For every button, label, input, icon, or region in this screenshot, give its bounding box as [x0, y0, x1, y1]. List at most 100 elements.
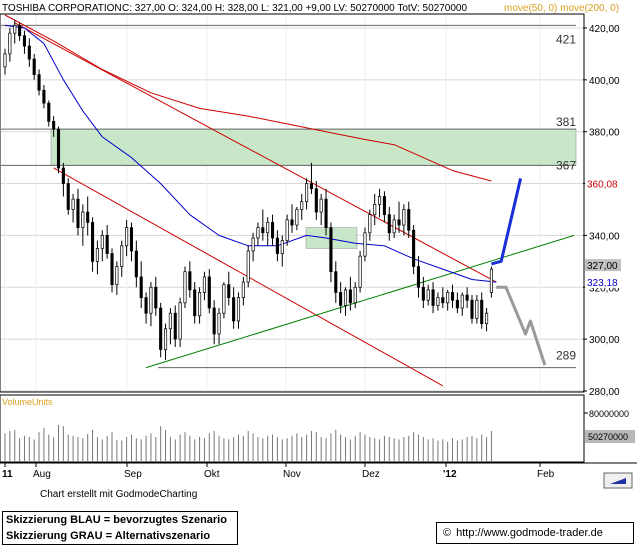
- candle-up-body: [426, 289, 430, 301]
- volume-tick-label: 80000000: [589, 409, 629, 419]
- candle-up-body: [163, 328, 168, 350]
- x-tick-label: 11: [2, 469, 13, 480]
- candle-down-body: [52, 120, 56, 130]
- candle-up-body: [368, 214, 372, 234]
- candle-up-body: [241, 281, 245, 298]
- candle: [343, 287, 348, 316]
- candle: [202, 271, 206, 301]
- scenario-grey-path: [496, 285, 547, 366]
- candle-down-body: [348, 289, 352, 304]
- candle-up-body: [222, 284, 226, 314]
- candle: [358, 250, 362, 293]
- candle: [402, 204, 406, 236]
- candle: [290, 204, 294, 233]
- candle: [480, 292, 484, 329]
- candle: [183, 266, 187, 309]
- candle: [270, 214, 275, 246]
- candle-up-body: [305, 183, 309, 203]
- x-tick-label: '12: [443, 469, 457, 480]
- candle-up-body: [378, 196, 382, 205]
- candle: [246, 245, 250, 288]
- candle-down-body: [339, 292, 343, 306]
- candle: [27, 38, 31, 67]
- candle-up-body: [402, 209, 406, 226]
- candle: [334, 261, 338, 303]
- level-label: 421: [556, 32, 576, 46]
- candle-up-body: [460, 294, 464, 309]
- candle: [56, 126, 61, 174]
- y-tick-label: 380,00: [589, 128, 620, 139]
- candle-up-body: [183, 271, 187, 304]
- candle-down-body: [173, 312, 177, 340]
- candle-up-body: [485, 312, 489, 324]
- candle-up-body: [95, 248, 99, 262]
- price-tag: 360,08: [585, 177, 621, 190]
- candle-up-body: [13, 25, 17, 34]
- price-tag-label: 327,00: [587, 261, 618, 272]
- x-tick-label: Nov: [283, 469, 301, 480]
- candle: [76, 188, 80, 236]
- candle: [149, 282, 153, 327]
- candle-down-body: [412, 229, 416, 267]
- candle-up-body: [280, 240, 284, 254]
- candle: [120, 240, 124, 277]
- moving-averages: [4, 14, 497, 283]
- candle: [168, 308, 172, 345]
- candle-up-body: [100, 235, 104, 249]
- legend-box: Skizzierung BLAU = bevorzugtes Szenario …: [2, 511, 238, 545]
- candle-down-body: [324, 198, 328, 228]
- candle-down-body: [470, 299, 474, 319]
- candle: [407, 201, 411, 239]
- candle-down-body: [334, 271, 338, 293]
- ma200-line: [4, 14, 492, 182]
- x-tick-label: Okt: [204, 469, 220, 480]
- candle-up-body: [168, 312, 172, 330]
- candle-down-body: [416, 266, 421, 288]
- candle: [485, 308, 489, 332]
- candle: [207, 269, 211, 314]
- channel-upper-line: [14, 22, 497, 283]
- candle: [232, 287, 236, 329]
- candle-down-body: [314, 188, 318, 213]
- candle-down-body: [56, 128, 61, 169]
- volume-bars: [4, 425, 492, 461]
- candle: [236, 292, 241, 329]
- price-tag: 323,18: [585, 276, 621, 289]
- candle-down-body: [61, 167, 65, 184]
- candle: [314, 180, 318, 220]
- candle: [339, 282, 343, 314]
- y-tick-label: 280,00: [589, 387, 620, 398]
- price-axis: 280,00300,00320,00340,00360,00380,00400,…: [583, 24, 620, 398]
- volume-last-tag: [585, 430, 635, 443]
- candle-down-body: [382, 196, 386, 216]
- candle: [465, 287, 469, 309]
- candle-down-body: [139, 276, 143, 298]
- candle-down-body: [22, 35, 27, 47]
- chart-header-indicators: move(50, 0) move(200, 0): [504, 3, 619, 14]
- candle-down-body: [261, 227, 265, 234]
- scroll-button[interactable]: [603, 472, 633, 489]
- url-link[interactable]: http://www.godmode-trader.de: [456, 527, 603, 539]
- chart-credit: Chart erstellt mit GodmodeCharting: [40, 489, 198, 500]
- candle: [139, 261, 143, 309]
- y-tick-label: 400,00: [589, 76, 620, 87]
- candle: [446, 289, 450, 311]
- support-zone: [50, 128, 577, 166]
- url-box[interactable]: © http://www.godmode-trader.de: [436, 522, 634, 544]
- candle-down-body: [76, 198, 80, 228]
- x-tick-label: Dez: [362, 469, 380, 480]
- x-tick-label: Sep: [124, 469, 142, 480]
- candle-down-body: [86, 211, 90, 223]
- candle: [105, 225, 109, 259]
- price-tags: 360,08 327,00 323,18: [585, 177, 621, 289]
- candle-up-body: [256, 227, 260, 239]
- candle-down-body: [431, 289, 435, 306]
- price-tag-bg: [585, 259, 621, 272]
- candle-down-body: [227, 284, 231, 298]
- candle: [198, 287, 202, 324]
- candle-down-body: [290, 219, 294, 226]
- candle-up-body: [266, 222, 270, 234]
- candle: [489, 266, 493, 298]
- candle: [261, 209, 265, 241]
- candle: [134, 240, 138, 288]
